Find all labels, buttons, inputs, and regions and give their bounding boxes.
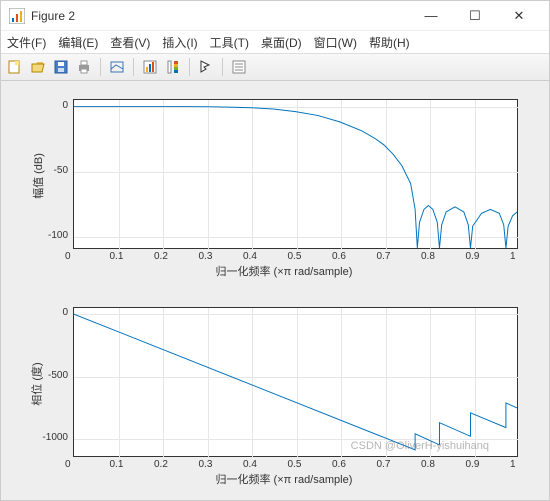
link-plot-button[interactable]: [140, 57, 160, 77]
ylabel: 幅值 (dB): [30, 153, 46, 199]
data-cursor-button[interactable]: [107, 57, 127, 77]
toolbar-separator: [100, 58, 101, 76]
title-bar[interactable]: Figure 2 — ☐ ✕: [1, 1, 549, 31]
link-plot-icon: [142, 59, 158, 75]
menu-desktop[interactable]: 桌面(D): [261, 34, 302, 51]
window-controls: — ☐ ✕: [409, 2, 541, 30]
magnitude-subplot: 00.10.20.30.40.50.60.70.80.91-100-500归一化…: [11, 91, 539, 287]
new-figure-button[interactable]: [5, 57, 25, 77]
xtick-label: 0.7: [377, 459, 391, 470]
phase-subplot: 00.10.20.30.40.50.60.70.80.91-1000-5000归…: [11, 299, 539, 495]
xtick-label: 1: [510, 251, 516, 262]
xtick-label: 0.7: [377, 251, 391, 262]
ytick-label: -1000: [38, 432, 68, 443]
data-cursor-icon: [109, 59, 125, 75]
property-editor-button[interactable]: [229, 57, 249, 77]
axes[interactable]: [73, 99, 518, 249]
ylabel: 相位 (度): [29, 362, 45, 405]
toolbar-separator: [222, 58, 223, 76]
xtick-label: 0.1: [110, 251, 124, 262]
print-button[interactable]: [74, 57, 94, 77]
insert-colorbar-icon: [165, 59, 181, 75]
menu-view[interactable]: 查看(V): [110, 34, 150, 51]
toolbar-separator: [189, 58, 190, 76]
menu-file[interactable]: 文件(F): [7, 34, 46, 51]
maximize-button[interactable]: ☐: [453, 2, 497, 30]
save-button[interactable]: [51, 57, 71, 77]
toolbar-separator: [133, 58, 134, 76]
print-icon: [76, 59, 92, 75]
plot-area: 00.10.20.30.40.50.60.70.80.91-100-500归一化…: [1, 81, 549, 500]
xtick-label: 1: [510, 459, 516, 470]
xtick-label: 0.8: [421, 459, 435, 470]
save-icon: [53, 59, 69, 75]
ytick-label: -100: [38, 230, 68, 241]
menu-tools[interactable]: 工具(T): [210, 34, 249, 51]
xtick-label: 0.5: [288, 459, 302, 470]
property-editor-icon: [231, 59, 247, 75]
xtick-label: 0.8: [421, 251, 435, 262]
open-button[interactable]: [28, 57, 48, 77]
toolbar: [1, 53, 549, 81]
data-line: [74, 308, 517, 456]
xtick-label: 0.5: [288, 251, 302, 262]
menu-edit[interactable]: 编辑(E): [58, 34, 98, 51]
xtick-label: 0.2: [154, 251, 168, 262]
data-line: [74, 100, 517, 248]
colorbar-button[interactable]: [163, 57, 183, 77]
xtick-label: 0.6: [332, 251, 346, 262]
xtick-label: 0: [65, 459, 71, 470]
menu-insert[interactable]: 插入(I): [162, 34, 197, 51]
xtick-label: 0.6: [332, 459, 346, 470]
ytick-label: 0: [38, 307, 68, 318]
xtick-label: 0.3: [199, 459, 213, 470]
xtick-label: 0.9: [466, 251, 480, 262]
xtick-label: 0.2: [154, 459, 168, 470]
window-title: Figure 2: [31, 9, 409, 23]
edit-plot-icon: [198, 59, 214, 75]
ytick-label: 0: [38, 100, 68, 111]
open-icon: [30, 59, 46, 75]
xtick-label: 0: [65, 251, 71, 262]
xtick-label: 0.4: [243, 459, 257, 470]
menu-bar: 文件(F) 编辑(E) 查看(V) 插入(I) 工具(T) 桌面(D) 窗口(W…: [1, 31, 549, 53]
new-figure-icon: [7, 59, 23, 75]
axes[interactable]: [73, 307, 518, 457]
minimize-button[interactable]: —: [409, 2, 453, 30]
xtick-label: 0.1: [110, 459, 124, 470]
xtick-label: 0.4: [243, 251, 257, 262]
close-button[interactable]: ✕: [497, 2, 541, 30]
menu-window[interactable]: 窗口(W): [314, 34, 357, 51]
menu-help[interactable]: 帮助(H): [369, 34, 410, 51]
xtick-label: 0.9: [466, 459, 480, 470]
figure-window: Figure 2 — ☐ ✕ 文件(F) 编辑(E) 查看(V) 插入(I) 工…: [0, 0, 550, 501]
xlabel: 归一化频率 (×π rad/sample): [216, 263, 353, 279]
xtick-label: 0.3: [199, 251, 213, 262]
xlabel: 归一化频率 (×π rad/sample): [216, 471, 353, 487]
edit-plot-button[interactable]: [196, 57, 216, 77]
matlab-figure-icon: [9, 8, 25, 24]
